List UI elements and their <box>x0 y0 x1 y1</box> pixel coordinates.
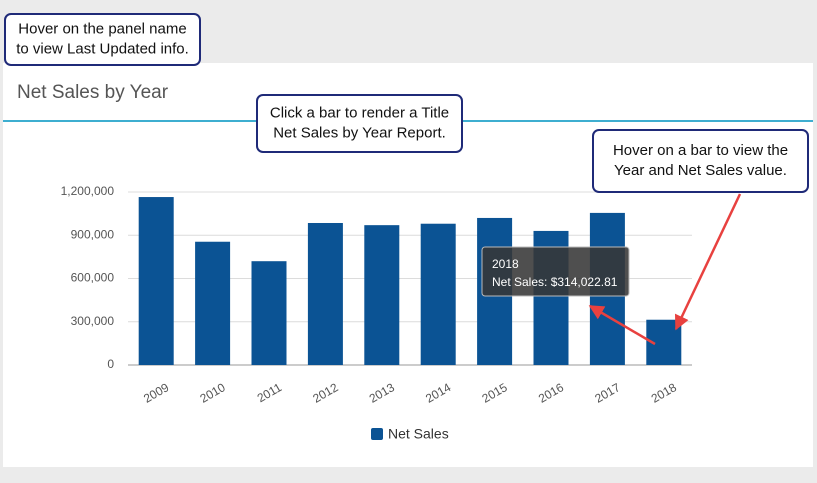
y-tick-label: 300,000 <box>71 314 115 328</box>
bar[interactable] <box>307 222 343 365</box>
bar[interactable] <box>251 261 287 365</box>
legend-label[interactable]: Net Sales <box>388 426 449 442</box>
callout-text: Net Sales by Year Report. <box>273 124 446 141</box>
y-tick-label: 600,000 <box>71 271 115 285</box>
callout-text: Click a bar to render a Title <box>270 104 449 121</box>
callout-box <box>4 13 201 66</box>
legend-swatch <box>371 428 383 440</box>
callout-text: Year and Net Sales value. <box>614 162 787 179</box>
tooltip-title: 2018 <box>492 257 519 271</box>
callout-text: to view Last Updated info. <box>16 40 189 57</box>
tooltip-value: Net Sales: $314,022.81 <box>492 275 618 289</box>
callout-text: Hover on a bar to view the <box>613 142 788 159</box>
arrow <box>674 193 742 331</box>
bar[interactable] <box>138 197 174 365</box>
bar[interactable] <box>364 225 400 365</box>
arrow <box>588 304 656 346</box>
callout-text: Hover on the panel name <box>18 20 186 37</box>
callout-box <box>256 94 463 153</box>
panel-title[interactable]: Net Sales by Year <box>17 82 169 103</box>
y-tick-label: 0 <box>107 357 114 371</box>
tooltip <box>481 246 630 297</box>
bar[interactable] <box>420 223 456 365</box>
callout-box <box>592 129 809 193</box>
y-tick-label: 900,000 <box>71 227 115 241</box>
y-tick-label: 1,200,000 <box>61 184 115 198</box>
overlay: 2018 Net Sales: $314,022.81 Hover on the p… <box>4 13 809 346</box>
bar[interactable] <box>195 241 231 365</box>
